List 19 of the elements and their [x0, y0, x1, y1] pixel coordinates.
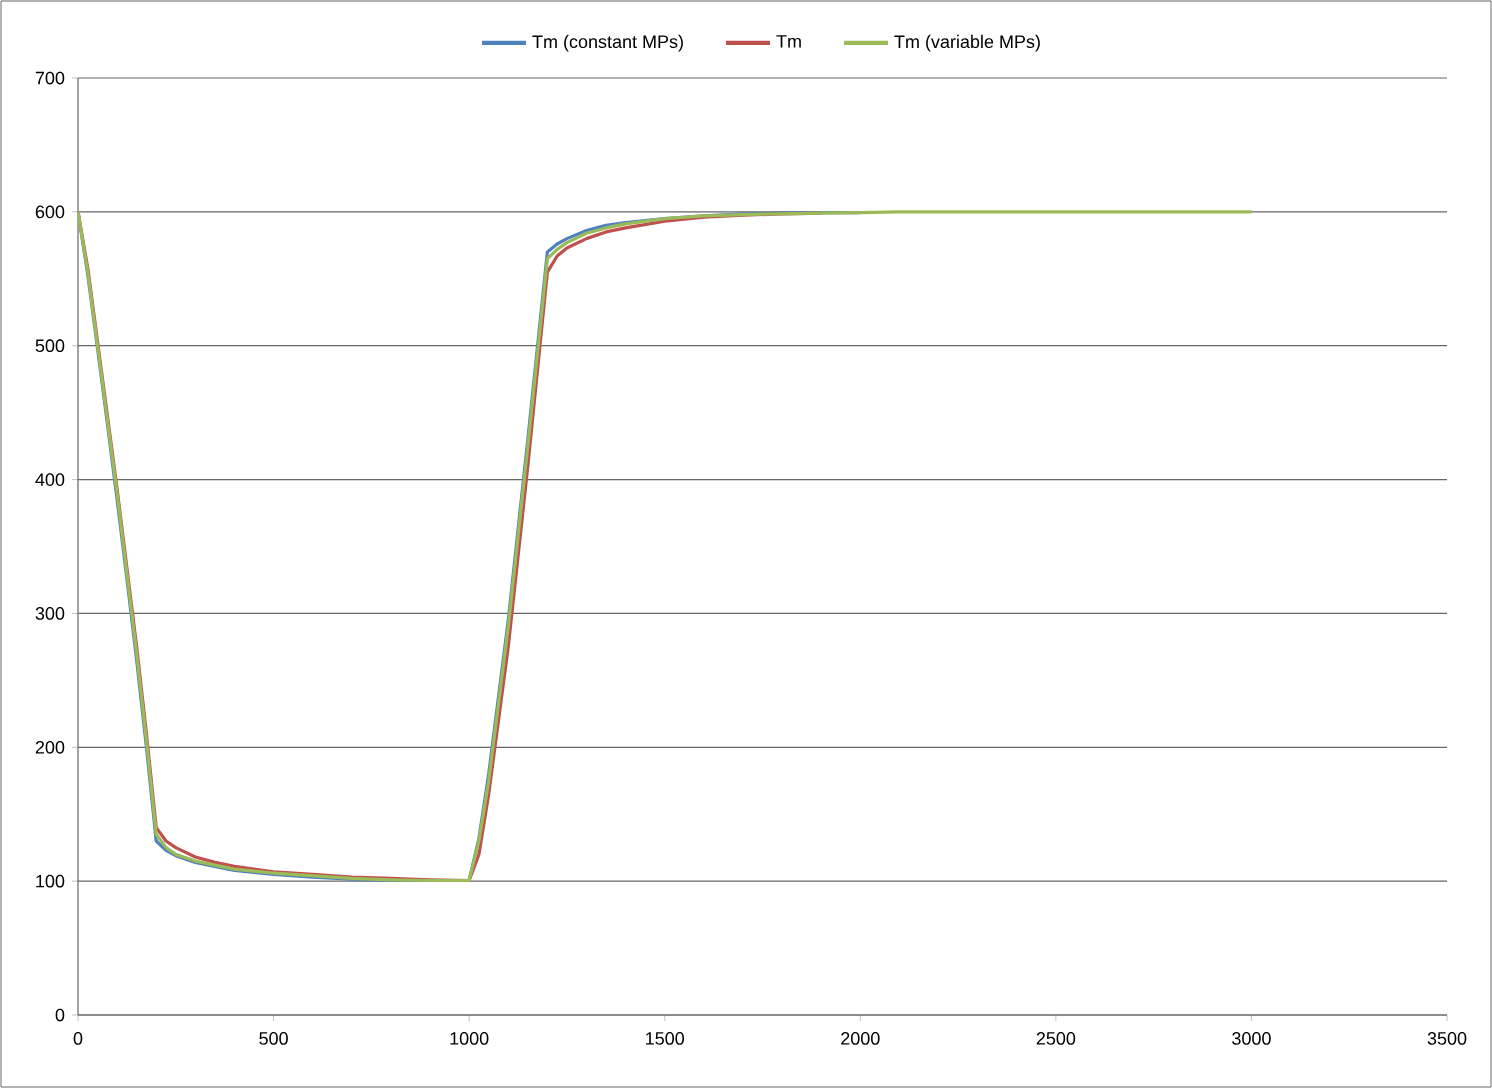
y-tick-label: 200: [35, 740, 65, 754]
x-tick-label: 1500: [646, 1032, 685, 1045]
x-tick-label: 2000: [841, 1032, 880, 1045]
y-tick-label: 600: [35, 205, 65, 219]
y-tick-label: 700: [35, 71, 65, 85]
legend-label: Tm (constant MPs): [532, 34, 683, 52]
y-tick-label: 500: [35, 339, 65, 353]
y-tick-label: 400: [35, 473, 65, 486]
x-tick-label: 3000: [1232, 1032, 1271, 1045]
y-tick-label: 300: [35, 607, 65, 620]
y-tick-label: 0: [55, 1008, 65, 1022]
legend-label: Tm: [776, 35, 801, 48]
x-tick-label: 2500: [1036, 1032, 1076, 1045]
x-tick-label: 0: [73, 1032, 83, 1045]
x-tick-label: 3500: [1427, 1032, 1467, 1045]
x-tick-label: 500: [259, 1032, 288, 1045]
legend-label: Tm (variable MPs): [894, 34, 1040, 52]
y-tick-label: 100: [36, 874, 65, 888]
x-tick-label: 1000: [450, 1032, 489, 1045]
